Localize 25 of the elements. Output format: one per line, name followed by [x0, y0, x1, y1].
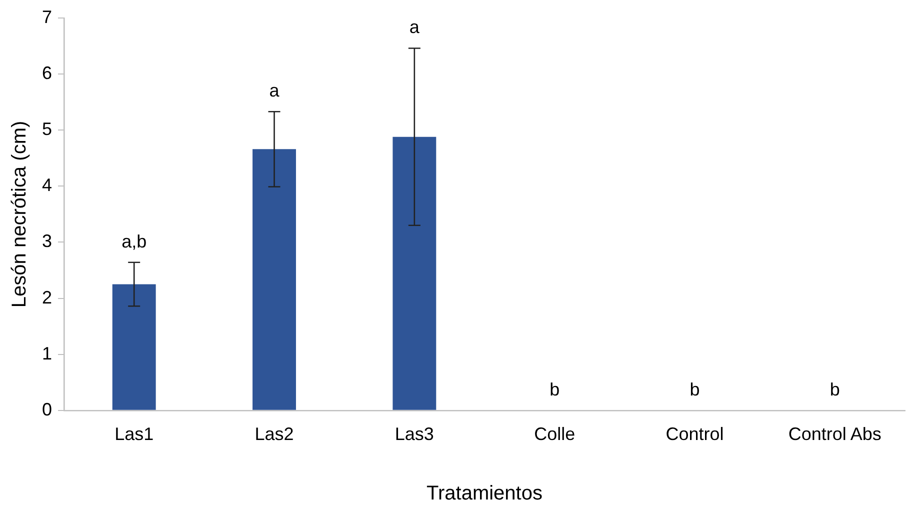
y-axis-title: Lesón necrótica (cm): [8, 120, 31, 308]
y-tick-label: 6: [42, 63, 52, 84]
annotation: a: [409, 17, 420, 38]
annotation: b: [690, 379, 700, 400]
y-tick-label: 0: [42, 399, 52, 420]
x-tick-label: Control Abs: [788, 424, 882, 444]
x-tick-label: Las1: [114, 424, 154, 444]
annotation: b: [830, 379, 840, 400]
x-tick-label: Las3: [394, 424, 434, 444]
y-tick-label: 1: [42, 343, 52, 364]
x-tick-label: Las2: [254, 424, 294, 444]
x-axis-title: Tratamientos: [426, 482, 542, 505]
x-tick-label: Colle: [534, 424, 576, 444]
x-tick-label: Control: [666, 424, 724, 444]
annotation: a: [269, 80, 280, 101]
bar: [392, 136, 436, 410]
y-tick-label: 2: [42, 287, 52, 308]
annotation: b: [550, 379, 560, 400]
bar: [112, 284, 156, 410]
y-tick-label: 7: [42, 6, 52, 27]
y-tick-label: 3: [42, 231, 52, 252]
bar: [252, 149, 296, 410]
y-tick-label: 5: [42, 119, 52, 140]
y-tick-label: 4: [42, 175, 52, 196]
annotation: a,b: [122, 231, 147, 252]
